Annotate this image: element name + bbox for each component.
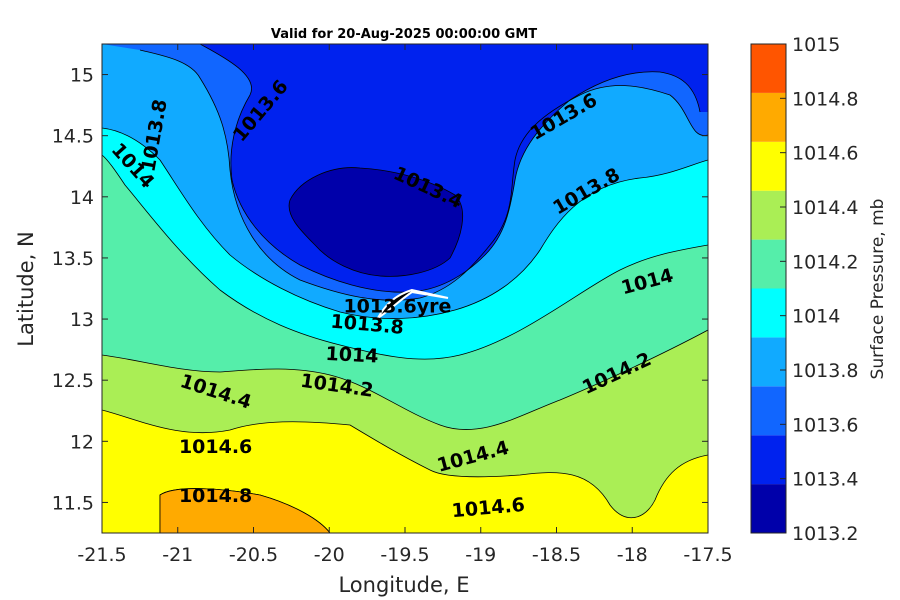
colorbar-segment	[751, 239, 786, 289]
y-tick-label: 11.5	[52, 492, 94, 514]
x-tick-label: -20	[314, 544, 345, 566]
y-axis-label: Latitude, N	[14, 231, 38, 347]
colorbar-frame	[750, 43, 787, 534]
contour-label: 1014.6	[179, 436, 252, 458]
colorbar-segment	[751, 386, 786, 436]
colorbar-segment	[751, 141, 786, 191]
colorbar-tick-label: 1014.6	[792, 143, 858, 165]
colorbar-segment	[751, 484, 786, 533]
x-tick-label: -19	[465, 544, 496, 566]
colorbar-segment	[751, 190, 786, 240]
x-axis-label: Longitude, E	[338, 573, 469, 597]
y-tick-label: 12.5	[52, 370, 94, 392]
colorbar-tick-label: 1013.2	[792, 523, 858, 545]
colorbar-tick-label: 1014	[792, 306, 840, 328]
colorbar-tick-label: 1013.6	[792, 414, 858, 436]
x-tick-label: -19.5	[380, 544, 429, 566]
contour-fill	[102, 44, 708, 533]
band-1013.2-1013.4	[289, 167, 463, 277]
band-1014.8-1015	[159, 488, 331, 533]
colorbar-tick-label: 1015	[792, 34, 840, 56]
chart-title: Valid for 20-Aug-2025 00:00:00 GMT	[271, 27, 537, 42]
colorbar-segment	[751, 288, 786, 338]
y-tick-label: 14	[70, 187, 94, 209]
x-tick-label: -18	[617, 544, 648, 566]
contour-lines	[102, 44, 708, 533]
colorbar-segment	[751, 337, 786, 387]
y-tick-label: 14.5	[52, 126, 94, 148]
colorbar-label: Surface Pressure, mb	[868, 199, 888, 380]
colorbar-tick-label: 1014.8	[792, 88, 858, 110]
colorbar-tick-label: 1013.8	[792, 360, 858, 382]
colorbar: 1015 1014.8 1014.6 1014.4 1014.2 1014 1013.8 10…	[750, 34, 858, 545]
colorbar-tick-label: 1013.4	[792, 469, 858, 491]
x-tick-label: -17.5	[683, 544, 732, 566]
x-tick-label: -21	[162, 544, 193, 566]
y-tick-label: 13.5	[52, 248, 94, 270]
x-axis: -21.5 -21 -20.5 -20 -19.5 -19 -18.5 -18 -17.5	[77, 44, 733, 566]
contour-label: 1014	[325, 343, 379, 368]
y-tick-label: 13	[70, 309, 94, 331]
colorbar-tick-label: 1014.4	[792, 197, 858, 219]
colorbar-segment	[751, 44, 786, 93]
colorbar-segment	[751, 435, 786, 485]
x-tick-label: -18.5	[532, 544, 581, 566]
colorbar-tick-label: 1014.2	[792, 251, 858, 273]
y-axis: 15 14.5 14 13.5 13 12.5 12 11.5	[52, 65, 708, 514]
station-annotation: 1013.6yre	[343, 295, 451, 317]
contour-label: 1014.8	[179, 485, 252, 507]
x-tick-label: -21.5	[77, 544, 126, 566]
station-marker	[377, 288, 449, 319]
y-tick-label: 15	[70, 65, 94, 87]
colorbar-segment	[751, 92, 786, 142]
y-tick-label: 12	[70, 431, 94, 453]
x-tick-label: -20.5	[229, 544, 278, 566]
